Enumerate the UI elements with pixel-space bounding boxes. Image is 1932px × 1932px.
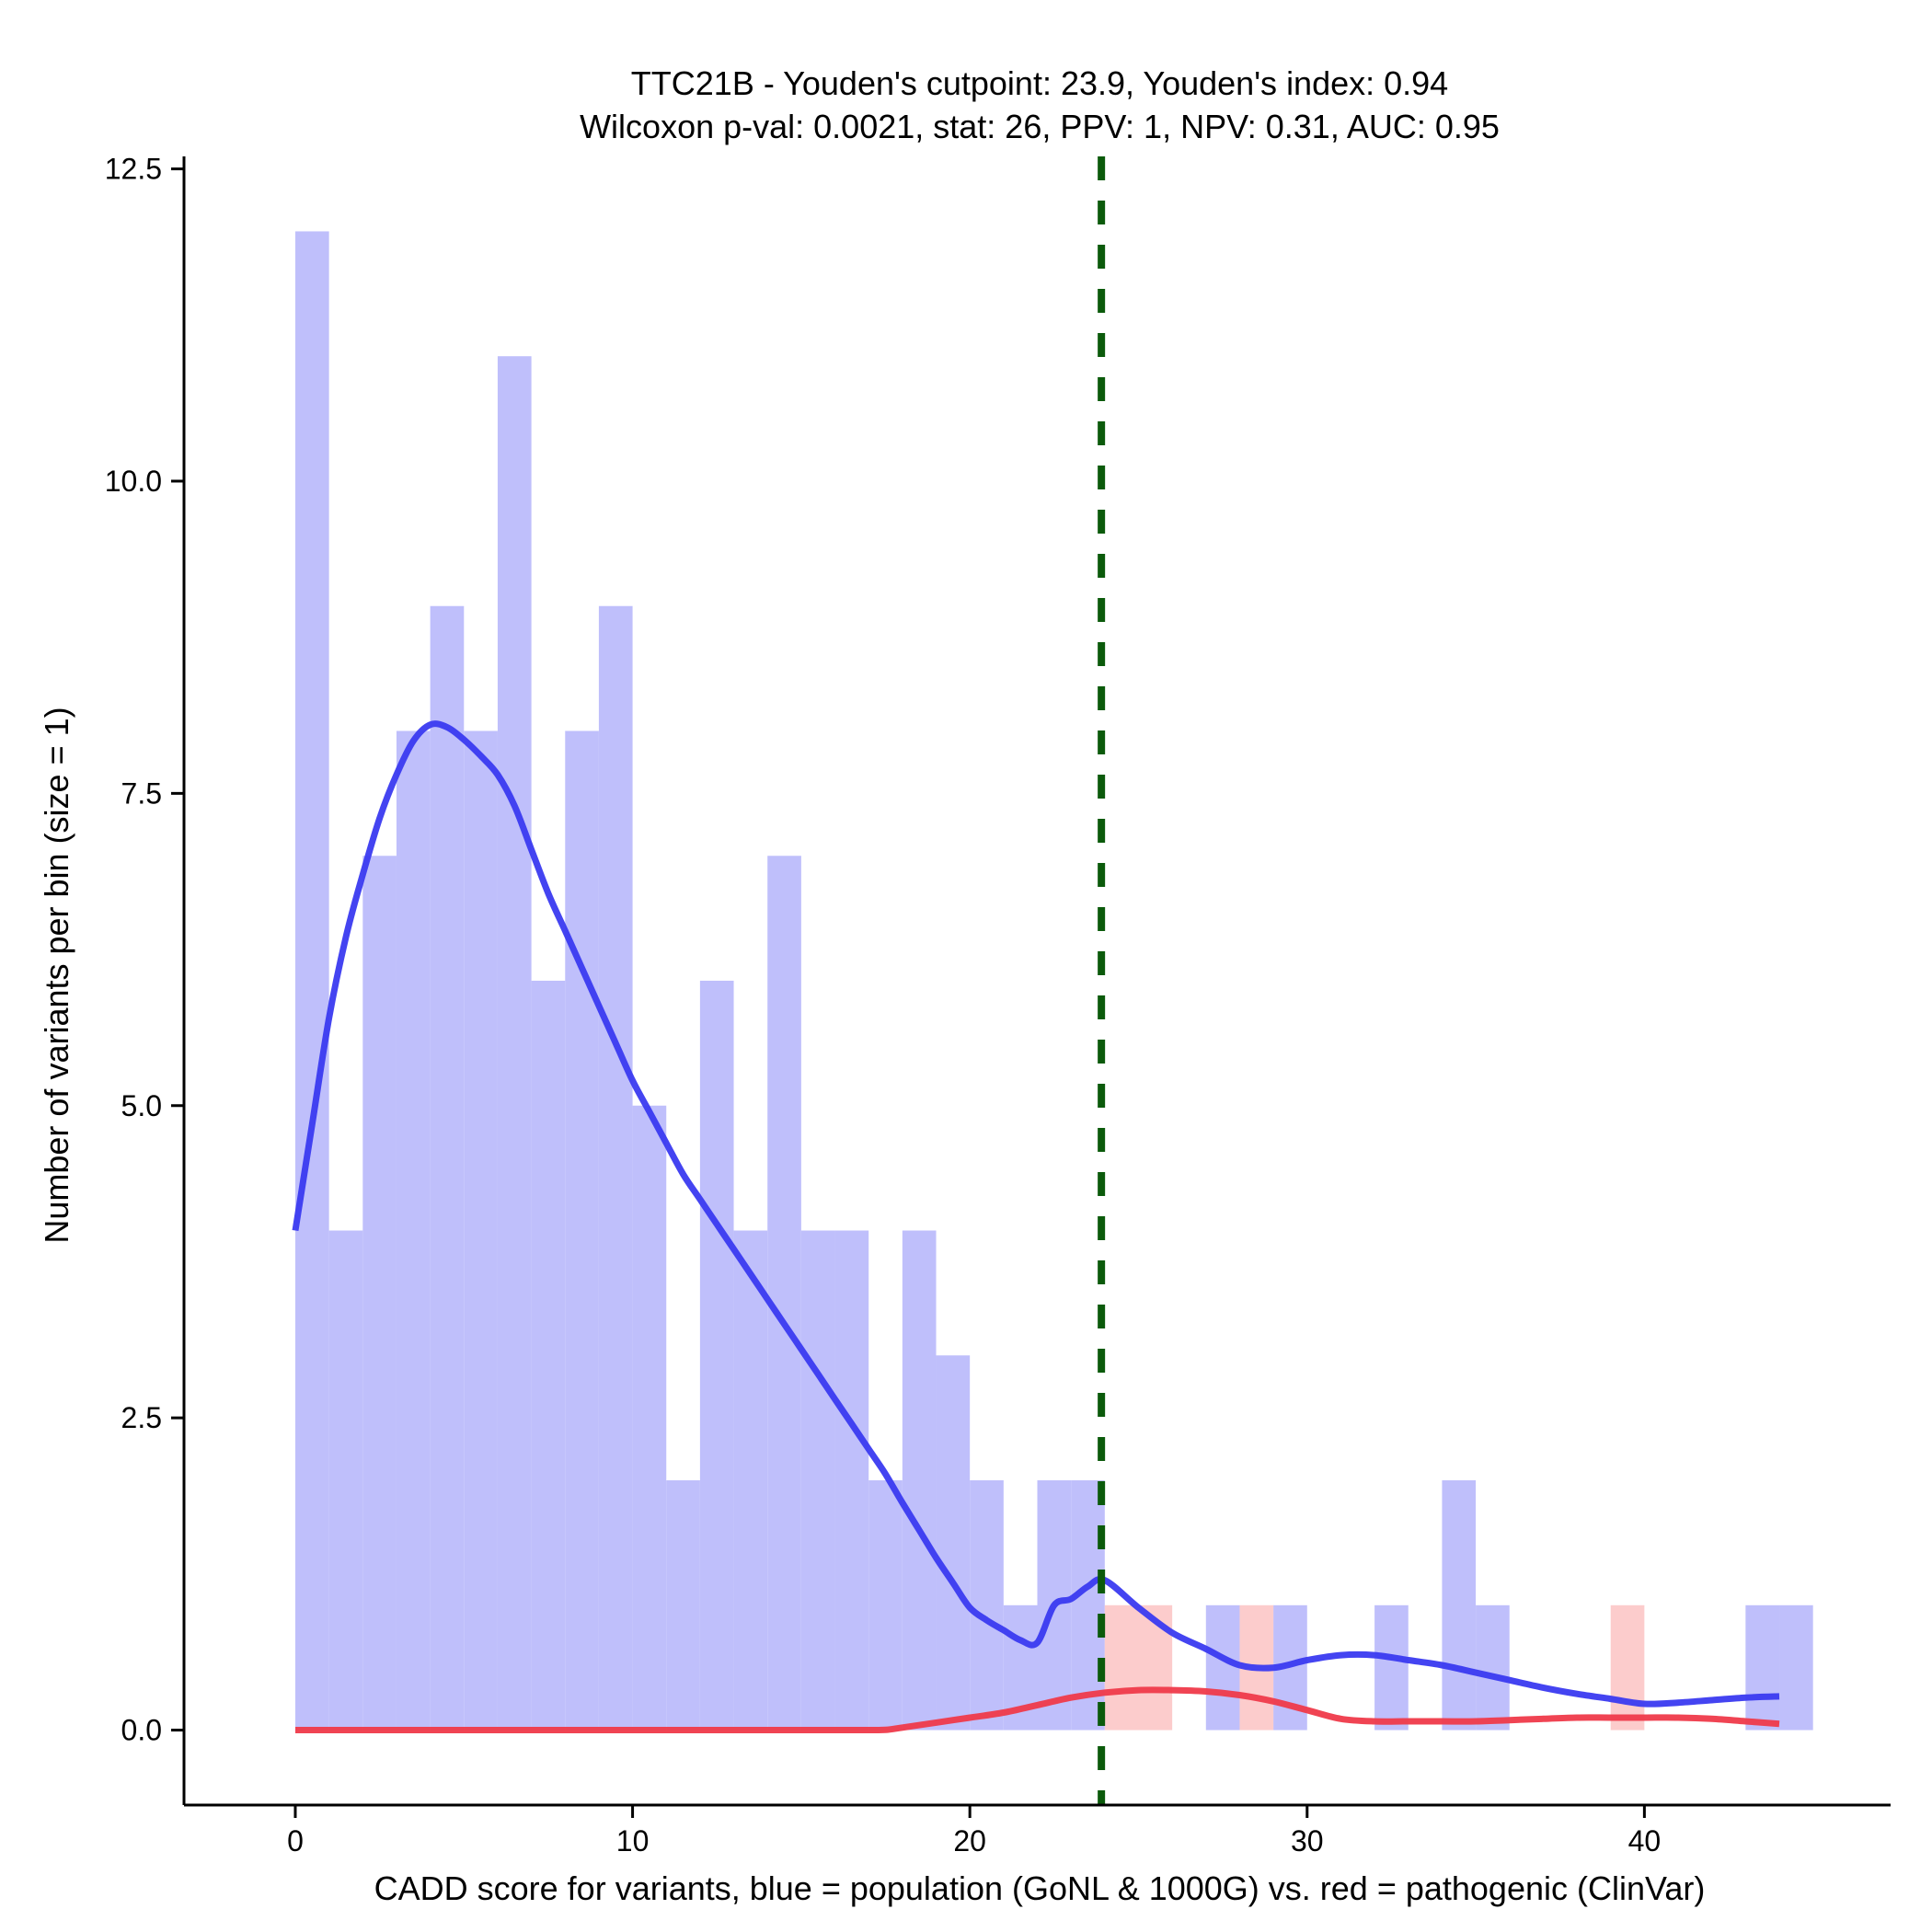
population-bar [632, 1105, 667, 1731]
population-bar [1745, 1604, 1780, 1731]
population-bar [294, 231, 329, 1731]
y-tick-label: 2.5 [121, 1401, 162, 1434]
population-bar [396, 730, 431, 1731]
x-tick-label: 0 [287, 1824, 304, 1857]
population-bar [699, 981, 734, 1731]
population-bar [328, 1230, 363, 1731]
population-bar [868, 1480, 903, 1731]
population-bar [598, 605, 633, 1731]
population-bar [497, 356, 532, 1731]
y-tick-label: 12.5 [105, 153, 162, 186]
population-bar [1442, 1480, 1477, 1731]
population-bar [767, 856, 801, 1731]
population-bar [936, 1355, 971, 1731]
pathogenic-bar [1610, 1604, 1645, 1731]
population-bar [733, 1230, 768, 1731]
population-bar [902, 1230, 937, 1731]
y-axis-label: Number of variants per bin (size = 1) [38, 707, 75, 1243]
x-axis-label: CADD score for variants, blue = populati… [374, 1869, 1706, 1907]
x-tick-label: 30 [1291, 1824, 1324, 1857]
population-bar [464, 730, 498, 1731]
pathogenic-density-curve [295, 1686, 1780, 1734]
chart-title-line1: TTC21B - Youden's cutpoint: 23.9, Youden… [631, 64, 1448, 102]
population-bar [800, 1230, 835, 1731]
population-bar [1205, 1604, 1240, 1731]
density-curves-layer [292, 720, 1780, 1734]
chart-title-line2: Wilcoxon p-val: 0.0021, stat: 26, PPV: 1… [580, 108, 1500, 145]
population-density-curve [292, 720, 1780, 1708]
bars-layer [294, 231, 1813, 1731]
y-tick-label: 10.0 [105, 465, 162, 498]
population-bar [1071, 1480, 1105, 1731]
population-bar [362, 856, 397, 1731]
population-bar [1779, 1604, 1813, 1731]
x-tick-label: 10 [616, 1824, 650, 1857]
y-tick-label: 0.0 [121, 1714, 162, 1747]
y-tick-label: 7.5 [121, 776, 162, 810]
population-bar [834, 1230, 869, 1731]
population-bar [531, 981, 566, 1731]
pathogenic-bar [1104, 1604, 1139, 1731]
population-bar [1476, 1604, 1510, 1731]
population-bar [666, 1480, 700, 1731]
population-bar [565, 730, 599, 1731]
x-tick-label: 20 [953, 1824, 986, 1857]
y-tick-label: 5.0 [121, 1089, 162, 1122]
x-tick-label: 40 [1628, 1824, 1662, 1857]
axes-layer: 0 10 20 30 40 0.0 2.5 5.0 7.5 10.0 12.5 [105, 153, 1891, 1857]
population-bar [1374, 1604, 1409, 1731]
population-bar [970, 1480, 1004, 1731]
population-bar [430, 605, 465, 1731]
